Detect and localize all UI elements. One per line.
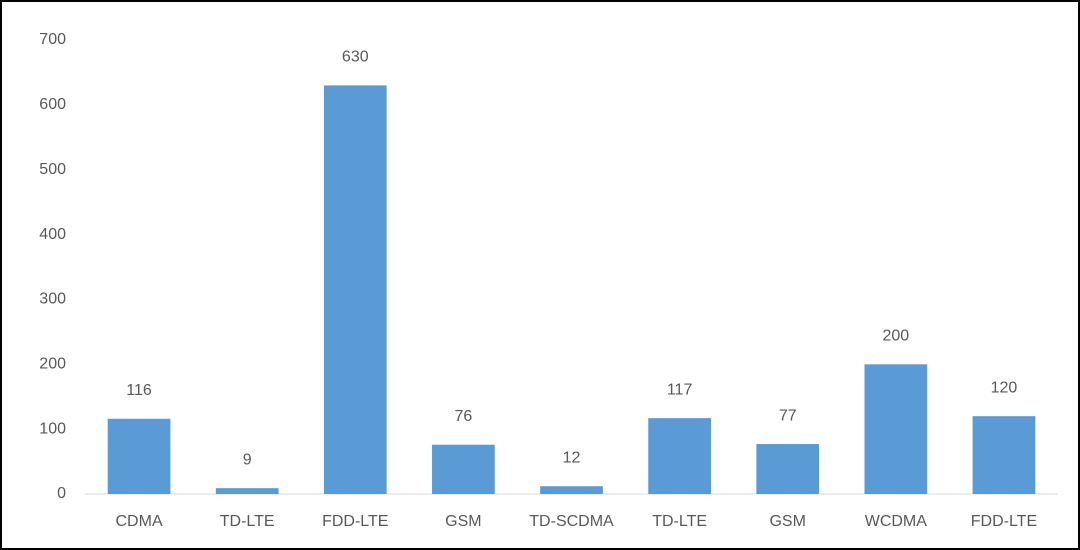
y-tick-label: 600 [39, 96, 66, 113]
x-tick-label: CDMA [116, 513, 163, 530]
bar [432, 444, 495, 494]
y-tick-label: 100 [39, 420, 66, 437]
data-label: 200 [882, 328, 909, 345]
x-tick-label: TD-SCDMA [529, 513, 614, 530]
x-tick-label: TD-LTE [220, 513, 275, 530]
x-tick-label: FDD-LTE [971, 513, 1037, 530]
x-tick-label: GSM [769, 513, 805, 530]
x-tick-label: GSM [445, 513, 481, 530]
data-label: 630 [342, 49, 369, 66]
bar [756, 444, 820, 494]
data-label: 120 [991, 379, 1018, 396]
bar [215, 488, 279, 494]
data-label: 76 [454, 408, 472, 425]
bar [864, 364, 928, 494]
data-label: 117 [667, 381, 693, 398]
bar [648, 418, 711, 494]
bar [107, 418, 171, 494]
data-label: 116 [126, 382, 152, 399]
y-tick-label: 300 [39, 291, 66, 308]
data-label: 77 [779, 407, 797, 424]
data-label: 12 [563, 449, 581, 466]
x-tick-label: WCDMA [865, 513, 928, 530]
x-tick-label: FDD-LTE [322, 513, 388, 530]
bar [540, 486, 603, 494]
y-tick-label: 500 [39, 161, 66, 178]
y-tick-label: 400 [39, 226, 66, 243]
y-tick-label: 700 [39, 31, 66, 48]
x-tick-label: TD-LTE [652, 513, 707, 530]
y-tick-label: 0 [57, 485, 66, 502]
data-label: 9 [243, 451, 252, 468]
y-tick-label: 200 [39, 356, 66, 373]
bar [323, 85, 387, 495]
bar [972, 416, 1036, 494]
